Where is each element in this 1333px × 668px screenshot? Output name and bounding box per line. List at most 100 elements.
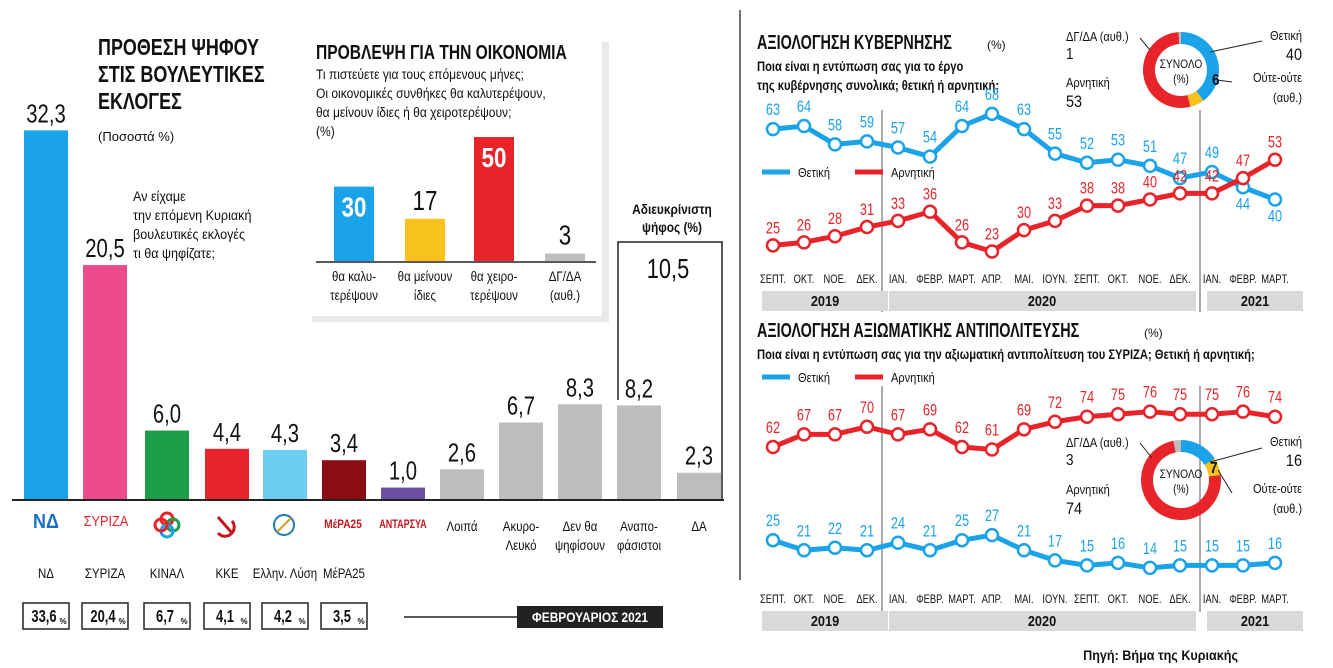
year-label: 2021 — [1241, 612, 1270, 629]
series-point — [890, 427, 906, 442]
series-point — [1204, 186, 1220, 201]
series-point — [1235, 404, 1251, 419]
donut-leader-line — [1139, 37, 1151, 51]
series-value-label: 31 — [860, 200, 874, 219]
month-label: ΦΕΒΡ. — [1229, 273, 1257, 286]
estimate-value: 3,5 — [333, 607, 351, 627]
series-point — [890, 140, 906, 155]
estimate-percent: % — [180, 617, 187, 626]
series-value-label: 69 — [923, 401, 937, 420]
vote-title-line: ΠΡΟΘΕΣΗ ΨΗΦΟΥ — [98, 35, 259, 61]
vote-title-line: ΕΚΛΟΓΕΣ — [98, 89, 182, 115]
party-name-label: ΣΥΡΙΖΑ — [85, 565, 126, 581]
series-point — [954, 235, 970, 250]
series-value-label: 40 — [1143, 173, 1157, 192]
donut-slice — [1181, 440, 1215, 465]
legend-negative-label: Αρνητική — [891, 165, 935, 180]
economy-category-label: θα καλυ- — [332, 268, 376, 284]
syriza-logo-icon: ΣΥΡΙΖΑ — [84, 512, 129, 529]
series-point — [1016, 222, 1032, 238]
series-value-label: 26 — [797, 216, 811, 235]
month-label: ΟΚΤ. — [1108, 273, 1129, 286]
donut-leader-line — [1209, 447, 1263, 463]
month-label: ΦΕΒΡ. — [1229, 593, 1257, 606]
economy-category-label: τερέψουν — [330, 287, 378, 303]
month-label: ΦΕΒΡ. — [916, 593, 944, 606]
vote-question-line: βουλευτικές εκλογές — [133, 226, 245, 242]
series-point — [827, 137, 843, 152]
series-point — [922, 149, 938, 164]
kke-hammer — [216, 516, 234, 534]
month-label: ΔΕΚ. — [1169, 273, 1190, 286]
vote-question-line: Αν είχαμε — [133, 188, 186, 204]
economy-title: ΠΡΟΒΛΕΨΗ ΓΙΑ ΤΗΝ ΟΙΚΟΝΟΜΙΑ — [316, 41, 567, 63]
month-label: ΝΟΕ. — [824, 273, 847, 286]
kke-logo-icon — [216, 516, 236, 538]
series-point — [859, 134, 875, 149]
series-point — [765, 238, 781, 253]
series-point — [1079, 155, 1095, 171]
series-point — [796, 543, 812, 558]
vote-category-label: Ακυρο- — [503, 518, 539, 534]
series-point — [922, 422, 938, 437]
vote-bar — [440, 469, 484, 499]
series-value-label: 25 — [766, 219, 780, 238]
economy-bar-value: 17 — [413, 186, 438, 217]
series-point — [1016, 422, 1032, 437]
series-point — [765, 439, 781, 455]
series-value-label: 76 — [1236, 383, 1250, 402]
series-point — [1047, 213, 1063, 229]
donut-slice — [1178, 32, 1181, 45]
estimate-percent: % — [357, 617, 364, 626]
month-label: ΣΕΠΤ. — [1074, 593, 1100, 606]
series-point — [1016, 121, 1032, 137]
vote-bar — [24, 130, 68, 499]
estimate-percent: % — [59, 617, 66, 626]
donut-positive-label: Θετική — [1270, 28, 1302, 43]
series-point — [859, 419, 875, 435]
month-label: ΟΚΤ. — [1108, 593, 1129, 606]
series-point — [765, 532, 781, 548]
series-point — [796, 235, 812, 250]
donut-dgda-label: ΔΓ/ΔΑ (αυθ.) — [1066, 435, 1129, 450]
economy-question-line: Τι πιστεύετε για τους επόμενους μήνες; — [316, 66, 524, 82]
series-point — [1110, 198, 1126, 213]
series-point — [984, 106, 1000, 122]
year-label: 2019 — [811, 292, 840, 309]
series-point — [954, 118, 970, 134]
month-label: ΝΟΕ. — [1139, 593, 1162, 606]
donut-dgda-value: 1 — [1066, 46, 1074, 63]
undecided-label-line: ψήφος (%) — [642, 219, 702, 235]
month-label: ΦΕΒΡ. — [916, 273, 944, 286]
series-point — [1267, 409, 1283, 424]
series-value-label: 74 — [1080, 388, 1094, 407]
kinal-petal — [153, 517, 169, 533]
series-value-label: 75 — [1173, 385, 1187, 404]
month-label: ΝΟΕ. — [1139, 273, 1162, 286]
year-label: 2020 — [1028, 612, 1057, 629]
series-point — [1235, 170, 1251, 186]
vote-bar-value: 4,3 — [271, 419, 299, 448]
estimate-box — [81, 602, 129, 630]
series-value-label: 52 — [1080, 134, 1094, 153]
series-value-label: 15 — [1236, 537, 1250, 556]
party-name-label: ΚΚΕ — [216, 565, 239, 581]
series-point — [827, 540, 843, 556]
month-label: ΜΑΡΤ. — [948, 273, 976, 286]
donut-slice — [1204, 458, 1221, 477]
estimate-value: 4,1 — [216, 607, 234, 627]
series-point — [1267, 152, 1283, 167]
series-value-label: 67 — [891, 406, 905, 425]
series-point — [1047, 553, 1063, 568]
series-value-label: 27 — [985, 506, 999, 525]
series-point — [1110, 406, 1126, 422]
series-point — [1267, 192, 1283, 207]
year-band — [762, 611, 888, 631]
line-chart-title: ΑΞΙΟΛΟΓΗΣΗ ΑΞΙΩΜΑΤΙΚΗΣ ΑΝΤΙΠΟΛΙΤΕΥΣΗΣ — [757, 319, 1079, 342]
nd-logo-icon: ΝΔ — [33, 511, 59, 533]
estimate-value: 20,4 — [90, 607, 115, 627]
donut-neutral-value: 6 — [1212, 72, 1220, 89]
economy-category-label: (αυθ.) — [550, 287, 580, 303]
estimate-value: 4,2 — [274, 607, 292, 627]
series-value-label: 25 — [955, 511, 969, 530]
